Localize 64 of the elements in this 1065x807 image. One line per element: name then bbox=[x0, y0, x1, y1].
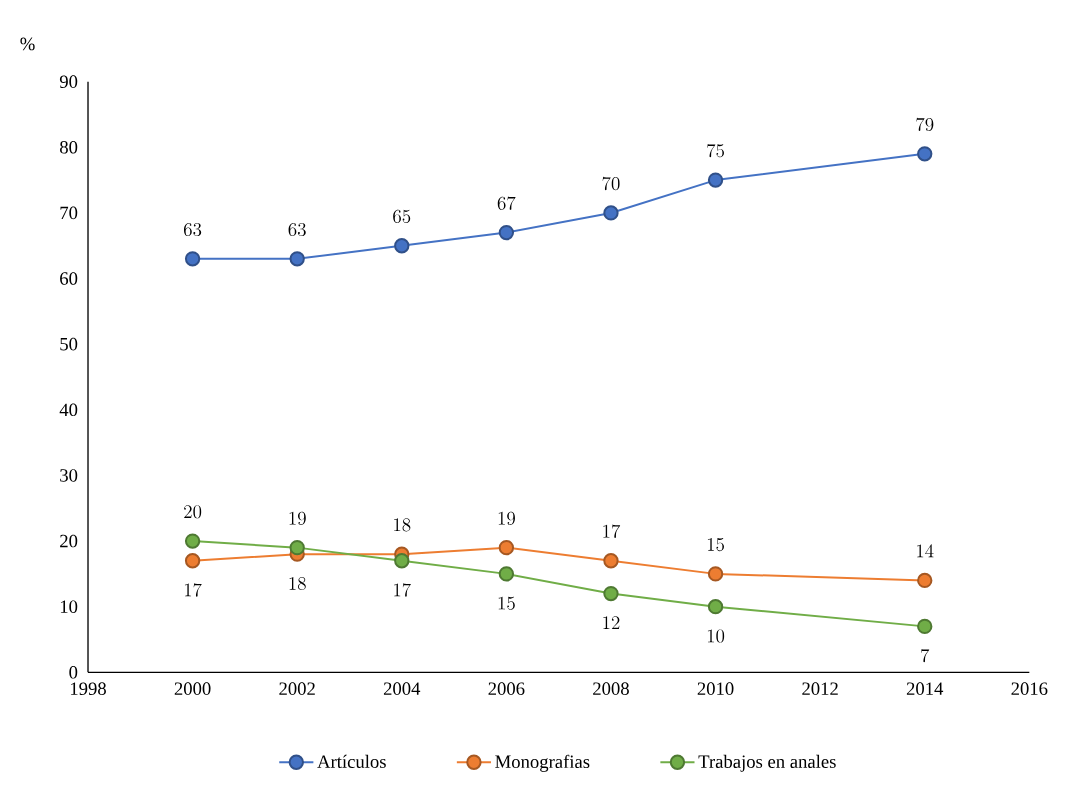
point bbox=[184, 533, 201, 549]
point bbox=[707, 566, 724, 582]
data-label: 67 bbox=[497, 196, 516, 210]
data-label: 15 bbox=[498, 596, 515, 610]
x-tick-label: 2002 bbox=[279, 682, 315, 695]
data-label: 20 bbox=[184, 505, 202, 519]
data-label: 14 bbox=[917, 544, 934, 558]
data-label: 17 bbox=[394, 583, 411, 597]
legend-label: Artículos bbox=[317, 754, 386, 768]
point bbox=[184, 251, 201, 267]
data-label: 65 bbox=[393, 209, 411, 223]
point bbox=[917, 618, 933, 635]
y-tick-label: 20 bbox=[60, 534, 78, 548]
point bbox=[184, 553, 201, 569]
y-tick-label: 30 bbox=[60, 469, 78, 482]
x-tick-label: 2004 bbox=[383, 682, 421, 695]
x-tick-label: 2016 bbox=[1011, 682, 1048, 695]
point bbox=[498, 224, 515, 241]
data-label: 19 bbox=[498, 511, 515, 525]
data-label: 63 bbox=[183, 222, 202, 237]
point bbox=[707, 172, 724, 188]
point bbox=[289, 251, 305, 267]
x-tick-label: 2014 bbox=[906, 682, 944, 695]
data-label: 70 bbox=[602, 176, 620, 191]
point bbox=[394, 238, 410, 254]
data-label: 10 bbox=[707, 629, 725, 643]
y-tick-label: 10 bbox=[60, 600, 78, 613]
data-label: 17 bbox=[603, 524, 621, 538]
point bbox=[498, 566, 515, 582]
x-tick-label: 1998 bbox=[70, 682, 106, 695]
data-label: 7 bbox=[921, 648, 930, 663]
point bbox=[603, 553, 619, 569]
y-tick-label: 50 bbox=[60, 337, 78, 351]
point bbox=[394, 553, 410, 569]
legend-label: Trabajos en anales bbox=[698, 754, 836, 772]
y-tick-label: 60 bbox=[60, 272, 78, 285]
point bbox=[289, 539, 305, 556]
point bbox=[498, 539, 515, 556]
y-tick-label: 80 bbox=[60, 140, 78, 154]
x-tick-label: 2000 bbox=[174, 682, 211, 695]
point bbox=[917, 572, 933, 589]
data-label: 18 bbox=[394, 518, 411, 532]
x-tick-label: 2010 bbox=[697, 682, 734, 695]
x-tick-label: 2012 bbox=[802, 682, 838, 695]
y-tick-label: 70 bbox=[60, 206, 78, 220]
point bbox=[603, 205, 619, 221]
y-tick-label: 90 bbox=[59, 75, 78, 88]
y-tick-label: 40 bbox=[59, 403, 78, 417]
data-label: 17 bbox=[184, 583, 202, 597]
y-axis-title: % bbox=[20, 37, 35, 51]
point bbox=[603, 585, 619, 602]
data-label: 79 bbox=[916, 117, 934, 132]
y-tick-label: 0 bbox=[69, 666, 78, 679]
data-label: 18 bbox=[289, 576, 306, 591]
point bbox=[917, 146, 933, 162]
data-label: 75 bbox=[707, 143, 724, 158]
x-tick-label: 2008 bbox=[593, 682, 629, 695]
data-label: 15 bbox=[707, 537, 724, 552]
data-label: 12 bbox=[603, 616, 620, 630]
x-tick-label: 2006 bbox=[488, 682, 525, 695]
data-label: 19 bbox=[289, 511, 306, 525]
point bbox=[707, 599, 724, 615]
legend-label: Monografias bbox=[495, 754, 590, 772]
data-label: 63 bbox=[288, 222, 306, 237]
